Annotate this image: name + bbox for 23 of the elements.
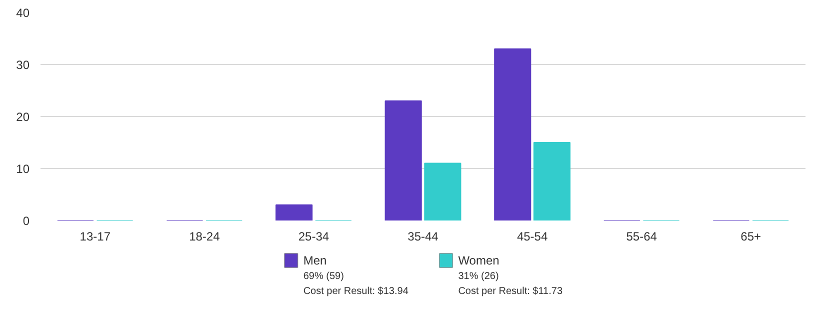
x-tick-label: 35-44 [408,230,439,244]
text: 69% (59) [303,271,344,282]
bar [424,162,462,220]
text: Cost per Result: $13.94 [303,286,409,297]
x-tick-label: 25-34 [298,230,330,244]
text: Cost per Result: $11.73 [458,286,563,297]
bar [533,142,570,220]
text: 31% (26) [458,271,499,282]
x-tick-label: 18-24 [189,230,220,244]
bar [384,100,422,220]
x-tick-label: 55-64 [626,230,658,244]
x-tick-label: 13-17 [80,230,111,244]
x-tick-label: 65+ [740,230,762,244]
legend-label: Men [303,254,327,268]
y-tick-label: 0 [22,214,30,228]
y-tick-label: 10 [16,162,30,176]
x-tick-label: 45-54 [516,230,548,244]
y-tick-label: 30 [16,58,30,72]
bar [276,204,313,220]
y-tick-label: 20 [16,110,30,124]
bar [494,48,532,220]
legend-label: Women [458,254,500,268]
y-tick-label: 40 [16,6,30,20]
